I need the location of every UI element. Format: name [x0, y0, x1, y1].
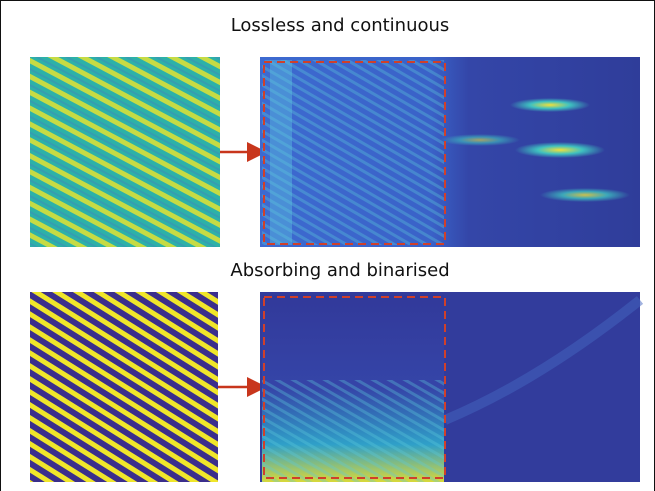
field-map: [260, 57, 640, 247]
input-pattern: [30, 292, 218, 482]
input-pattern: [30, 57, 220, 247]
figure: Lossless and continuous Absorbing and bi…: [0, 0, 655, 491]
panel-title: Absorbing and binarised: [230, 260, 449, 281]
field-map: [260, 292, 640, 482]
panel-title: Lossless and continuous: [231, 15, 450, 36]
figure-canvas: Lossless and continuous Absorbing and bi…: [0, 0, 655, 491]
